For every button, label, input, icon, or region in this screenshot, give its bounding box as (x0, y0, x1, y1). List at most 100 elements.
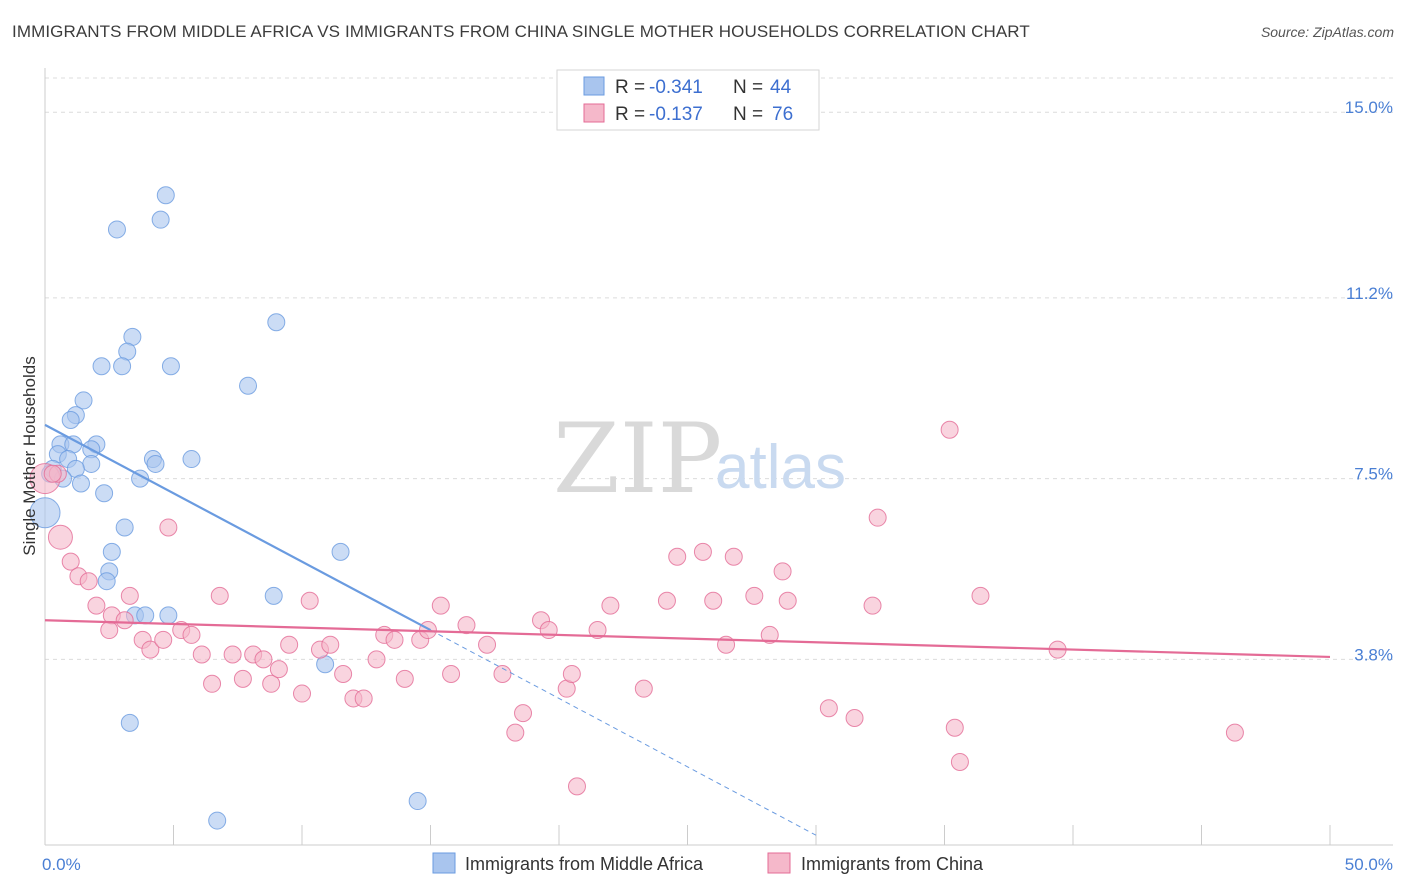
point-middle-africa (74, 391, 93, 410)
point-china (588, 621, 607, 640)
point-china (367, 650, 386, 669)
point-china (43, 464, 62, 483)
point-china (457, 616, 476, 635)
point-china (210, 586, 229, 605)
point-china (334, 665, 353, 684)
y-tick-label: 7.5% (1354, 465, 1393, 484)
legend-r-label-1: R = (615, 77, 645, 98)
legend-r-value-2: -0.137 (649, 104, 703, 125)
point-china (385, 630, 404, 649)
point-china (321, 635, 340, 654)
watermark: ZIP atlas (553, 403, 846, 515)
point-china (269, 660, 288, 679)
point-china (745, 586, 764, 605)
tick-labels: 3.8% 7.5% 11.2% 15.0% 0.0% 50.0% (42, 98, 1393, 874)
point-china (693, 542, 712, 561)
point-middle-africa (156, 186, 175, 205)
point-middle-africa (107, 220, 126, 239)
point-china (506, 723, 525, 742)
point-china (634, 679, 653, 698)
point-middle-africa (92, 357, 111, 376)
point-china (514, 704, 533, 723)
point-china (778, 591, 797, 610)
point-middle-africa (267, 313, 286, 332)
watermark-zip: ZIP (553, 403, 722, 515)
point-china (300, 591, 319, 610)
trend-line-china (44, 619, 1331, 659)
point-middle-africa (151, 210, 170, 229)
series-legend: Immigrants from Middle Africa Immigrants… (432, 852, 984, 874)
point-china (87, 596, 106, 615)
legend-n-value-1: 44 (770, 77, 792, 98)
point-middle-africa (97, 572, 116, 591)
watermark-atlas: atlas (715, 433, 846, 502)
point-middle-africa (182, 450, 201, 469)
point-china (115, 611, 134, 630)
point-china (203, 674, 222, 693)
point-china (141, 640, 160, 659)
point-china (845, 708, 864, 727)
y-tick-label: 11.2% (1346, 284, 1393, 303)
point-middle-africa (146, 454, 165, 473)
point-china (100, 621, 119, 640)
point-china (182, 625, 201, 644)
legend-n-label-1: N = (733, 77, 763, 98)
point-middle-africa (115, 518, 134, 537)
series-swatch-middle-africa (432, 852, 456, 874)
y-tick-label: 15.0% (1345, 98, 1393, 117)
point-middle-africa (29, 497, 61, 529)
point-china (431, 596, 450, 615)
trend-line-middle-africa (44, 423, 432, 632)
point-china (79, 572, 98, 591)
grid-lines (45, 77, 1395, 660)
point-china (760, 625, 779, 644)
source-label: Source: ZipAtlas.com (1260, 24, 1394, 40)
point-china (1225, 723, 1244, 742)
point-china (567, 777, 586, 796)
series-label-middle-africa: Immigrants from Middle Africa (465, 854, 704, 874)
point-middle-africa (408, 792, 427, 811)
point-china (442, 665, 461, 684)
chart-title: IMMIGRANTS FROM MIDDLE AFRICA VS IMMIGRA… (12, 22, 1030, 41)
point-middle-africa (113, 357, 132, 376)
point-middle-africa (159, 606, 178, 625)
point-china (293, 684, 311, 703)
stats-legend: R = -0.341 N = 44 R = -0.137 N = 76 (556, 69, 820, 131)
y-axis-label: Single Mother Households (20, 356, 39, 555)
point-china (262, 674, 281, 693)
point-china (950, 752, 969, 771)
data-points (29, 186, 1244, 830)
point-china (493, 665, 512, 684)
point-middle-africa (136, 606, 155, 625)
point-middle-africa (82, 454, 101, 473)
point-china (562, 665, 581, 684)
point-china (254, 650, 273, 669)
point-middle-africa (239, 376, 258, 395)
point-middle-africa (331, 542, 350, 561)
point-china (971, 586, 990, 605)
trend-lines (44, 423, 1331, 836)
point-middle-africa (120, 713, 139, 732)
point-middle-africa (161, 357, 180, 376)
point-china (773, 562, 792, 581)
point-china (120, 586, 139, 605)
legend-r-value-1: -0.341 (649, 77, 703, 98)
point-china (223, 645, 242, 664)
axes (44, 68, 1393, 846)
point-china (280, 635, 299, 654)
legend-r-label-2: R = (615, 104, 645, 125)
point-china (601, 596, 620, 615)
point-china (395, 669, 414, 688)
point-middle-africa (61, 410, 80, 429)
legend-n-label-2: N = (733, 104, 763, 125)
point-china (704, 591, 723, 610)
point-middle-africa (95, 484, 114, 503)
point-china (61, 552, 80, 571)
point-middle-africa (264, 586, 283, 605)
point-china (154, 630, 173, 649)
point-china (940, 420, 959, 439)
point-china (354, 689, 373, 708)
legend-swatch-blue (583, 76, 605, 96)
point-china (657, 591, 676, 610)
